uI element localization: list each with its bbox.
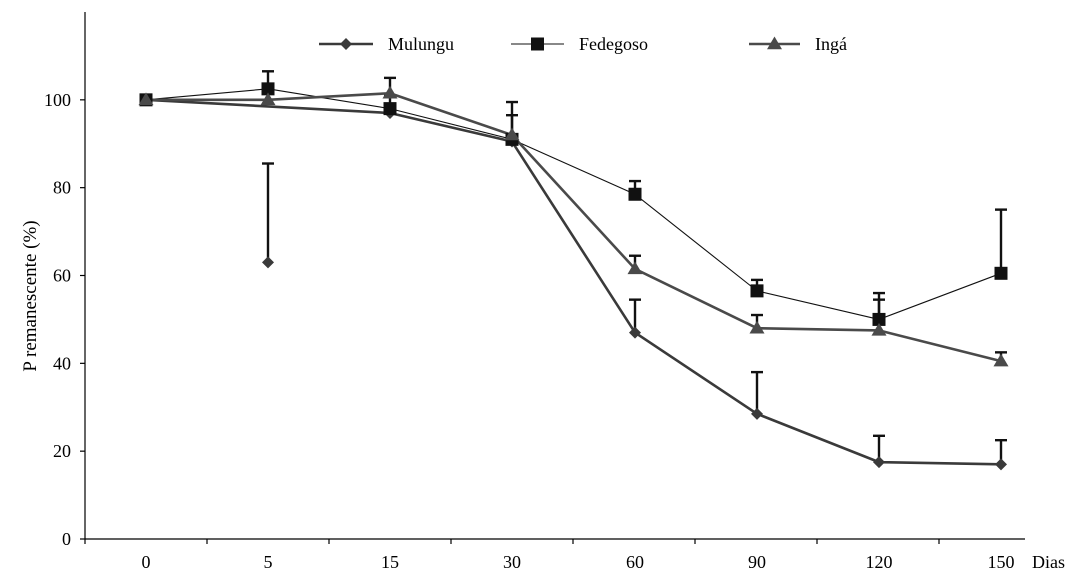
fedegoso-point — [750, 284, 764, 298]
legend-ing-label: Ingá — [815, 34, 847, 54]
ing-point — [382, 85, 398, 99]
y-axis-label: P remanescente (%) — [20, 220, 41, 371]
fedegoso-line — [145, 88, 1002, 320]
legend-fedegoso-label: Fedegoso — [579, 34, 648, 54]
mulungu-point — [751, 407, 763, 420]
y-tick-label: 40 — [53, 353, 71, 373]
x-axis-unit-label: Dias — [1032, 552, 1065, 572]
ing-point — [138, 92, 154, 106]
x-tick-label: 90 — [748, 552, 766, 572]
x-tick-label: 15 — [381, 552, 399, 572]
mulungu-line — [145, 98, 1002, 466]
x-tick-label: 5 — [264, 552, 273, 572]
fedegoso-point — [383, 102, 397, 116]
fedegoso-point — [994, 266, 1008, 280]
legend-ing-marker — [767, 36, 782, 50]
series-lines — [145, 88, 1002, 466]
fedegoso-point — [261, 82, 275, 96]
ing-point — [871, 322, 887, 336]
mulungu-point — [873, 456, 885, 469]
y-tick-label: 0 — [62, 529, 71, 549]
ing-point — [504, 127, 520, 141]
x-tick-label: 30 — [503, 552, 521, 572]
fedegoso-point — [872, 312, 886, 326]
y-tick-label: 60 — [53, 266, 71, 286]
mulungu-point — [629, 326, 641, 339]
ing-point — [260, 92, 276, 106]
ing-point — [627, 261, 643, 275]
markers — [138, 82, 1009, 471]
x-tick-label: 0 — [142, 552, 151, 572]
mulungu-point — [262, 256, 274, 269]
x-tick-label: 120 — [866, 552, 893, 572]
y-tick-label: 100 — [44, 90, 71, 110]
y-tick-label: 20 — [53, 441, 71, 461]
legend: Mulungu Fedegoso Ingá — [319, 34, 847, 54]
x-tick-label: 60 — [626, 552, 644, 572]
axes: 0 20 40 60 80 100 0 5 15 30 60 90 120 150 — [44, 12, 1025, 572]
ing-point — [749, 320, 765, 334]
legend-fedegoso-marker — [531, 37, 544, 51]
y-tick-label: 80 — [53, 178, 71, 198]
legend-mulungu-marker — [340, 38, 352, 50]
ing-line — [146, 91, 1002, 363]
legend-mulungu-label: Mulungu — [388, 34, 454, 54]
fedegoso-point — [628, 187, 642, 201]
x-tick-label: 150 — [988, 552, 1015, 572]
mulungu-point — [995, 458, 1007, 471]
ing-point — [993, 353, 1009, 367]
